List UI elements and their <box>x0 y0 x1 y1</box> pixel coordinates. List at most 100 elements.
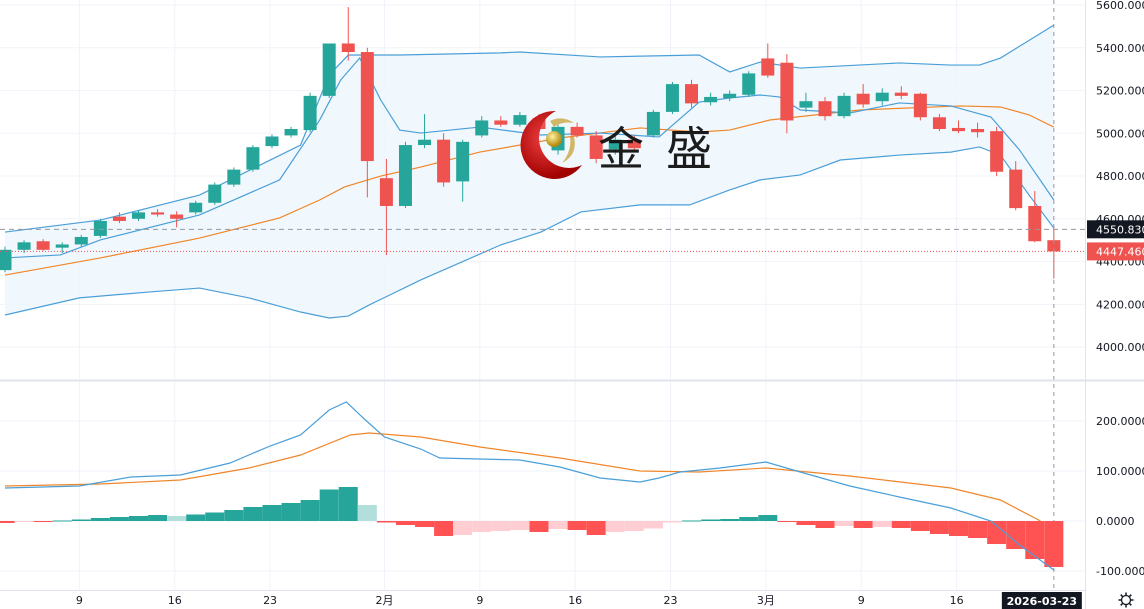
candle-body <box>913 93 927 118</box>
candle <box>379 158 393 256</box>
upper-band-line <box>4 24 1055 233</box>
macd-axis-tick: 0.0000 <box>1096 515 1135 528</box>
candle-body <box>723 93 737 99</box>
macd-histogram-bar <box>453 521 473 535</box>
candle <box>780 54 794 134</box>
candle <box>513 111 527 127</box>
candle <box>112 212 126 224</box>
candle-body <box>532 118 546 130</box>
candle-body <box>494 120 508 125</box>
candle-body <box>55 244 69 248</box>
macd-histogram-bar <box>548 521 568 529</box>
candle-body <box>456 141 470 182</box>
macd-histogram-bar <box>300 500 320 521</box>
macd-histogram-bar <box>243 507 263 521</box>
macd-dea-line <box>4 432 1041 522</box>
price-axis-tick: 5200.0000 <box>1096 85 1144 98</box>
macd-histogram-bar <box>376 521 396 523</box>
macd-histogram-bar <box>968 521 988 538</box>
candle-body <box>1009 169 1023 209</box>
candle-body <box>685 84 699 104</box>
candle-body <box>303 95 317 131</box>
candle <box>93 218 107 239</box>
candle-body <box>799 101 813 108</box>
candle-body <box>971 129 985 133</box>
lower-band-line <box>4 146 1055 319</box>
candle-body <box>570 126 584 136</box>
macd-histogram-bar <box>434 521 454 536</box>
time-axis-label: 16 <box>950 594 964 607</box>
candle <box>494 116 508 127</box>
candle <box>551 124 565 155</box>
macd-histogram-bar <box>777 521 797 522</box>
macd-histogram-bar <box>720 519 740 521</box>
current-date-label-bg <box>1001 592 1082 609</box>
candle <box>131 210 145 221</box>
candle <box>170 211 184 228</box>
macd-histogram-bar <box>167 516 187 521</box>
candle <box>875 88 889 106</box>
macd-histogram-bar <box>929 521 949 534</box>
candle-body <box>761 58 775 76</box>
macd-histogram-bar <box>834 521 854 526</box>
crosshair-price-label-bg <box>1087 220 1144 239</box>
candle <box>971 122 985 138</box>
candle <box>685 79 699 108</box>
macd-histogram-bar <box>262 505 282 521</box>
macd-histogram-bar <box>853 521 873 528</box>
candle-body <box>818 101 832 117</box>
macd-histogram-bar <box>1006 521 1026 549</box>
price-axis-tick: 4800.0000 <box>1096 170 1144 183</box>
macd-histogram-bar <box>491 521 511 531</box>
candle <box>627 135 641 153</box>
macd-histogram-bar <box>281 503 301 521</box>
candle <box>837 92 851 119</box>
time-axis-label: 23 <box>664 594 678 607</box>
macd-histogram-bar <box>701 519 721 521</box>
candle-body <box>437 139 451 183</box>
candle <box>761 43 775 78</box>
settings-gear-icon[interactable] <box>1118 592 1134 608</box>
macd-histogram-bar <box>815 521 835 528</box>
candle <box>151 209 165 217</box>
time-axis-label: 2月 <box>375 594 393 607</box>
gear-tooth <box>1120 594 1123 597</box>
time-axis-label: 23 <box>263 594 277 607</box>
candle <box>0 246 12 273</box>
macd-histogram-bar <box>605 521 625 532</box>
candle <box>665 81 679 115</box>
macd-histogram-bar <box>357 505 377 521</box>
candle-body <box>704 96 718 103</box>
candle <box>418 114 432 149</box>
candle <box>818 96 832 121</box>
candle <box>608 135 622 155</box>
time-axis-label: 3月 <box>757 594 775 607</box>
candle <box>341 7 355 61</box>
macd-histogram-bar <box>52 520 72 522</box>
gear-tooth <box>1129 594 1132 597</box>
candle-body <box>475 120 489 136</box>
candle-body <box>665 84 679 112</box>
time-axis-label: 16 <box>568 594 582 607</box>
price-axis-tick: 5400.0000 <box>1096 42 1144 55</box>
candle-body <box>418 139 432 146</box>
candle-body <box>398 145 412 206</box>
macd-histogram-bar <box>90 518 110 521</box>
time-axis-label: 16 <box>168 594 182 607</box>
macd-histogram-bar <box>510 521 530 530</box>
macd-histogram-bar <box>758 515 778 521</box>
candle <box>894 86 908 100</box>
macd-histogram-bar <box>529 521 549 532</box>
candle-body <box>379 178 393 206</box>
candle-body <box>952 127 965 132</box>
macd-histogram-bar <box>14 521 34 522</box>
macd-histogram-bar <box>682 520 702 522</box>
candle-body <box>151 212 165 215</box>
macd-histogram-bar <box>33 521 53 522</box>
macd-dif-line <box>4 401 1055 571</box>
macd-histogram-bar <box>224 510 244 521</box>
current-date-label: 2026-03-23 <box>1007 595 1077 608</box>
candle <box>398 141 412 209</box>
macd-axis-tick: 100.0000 <box>1096 465 1144 478</box>
